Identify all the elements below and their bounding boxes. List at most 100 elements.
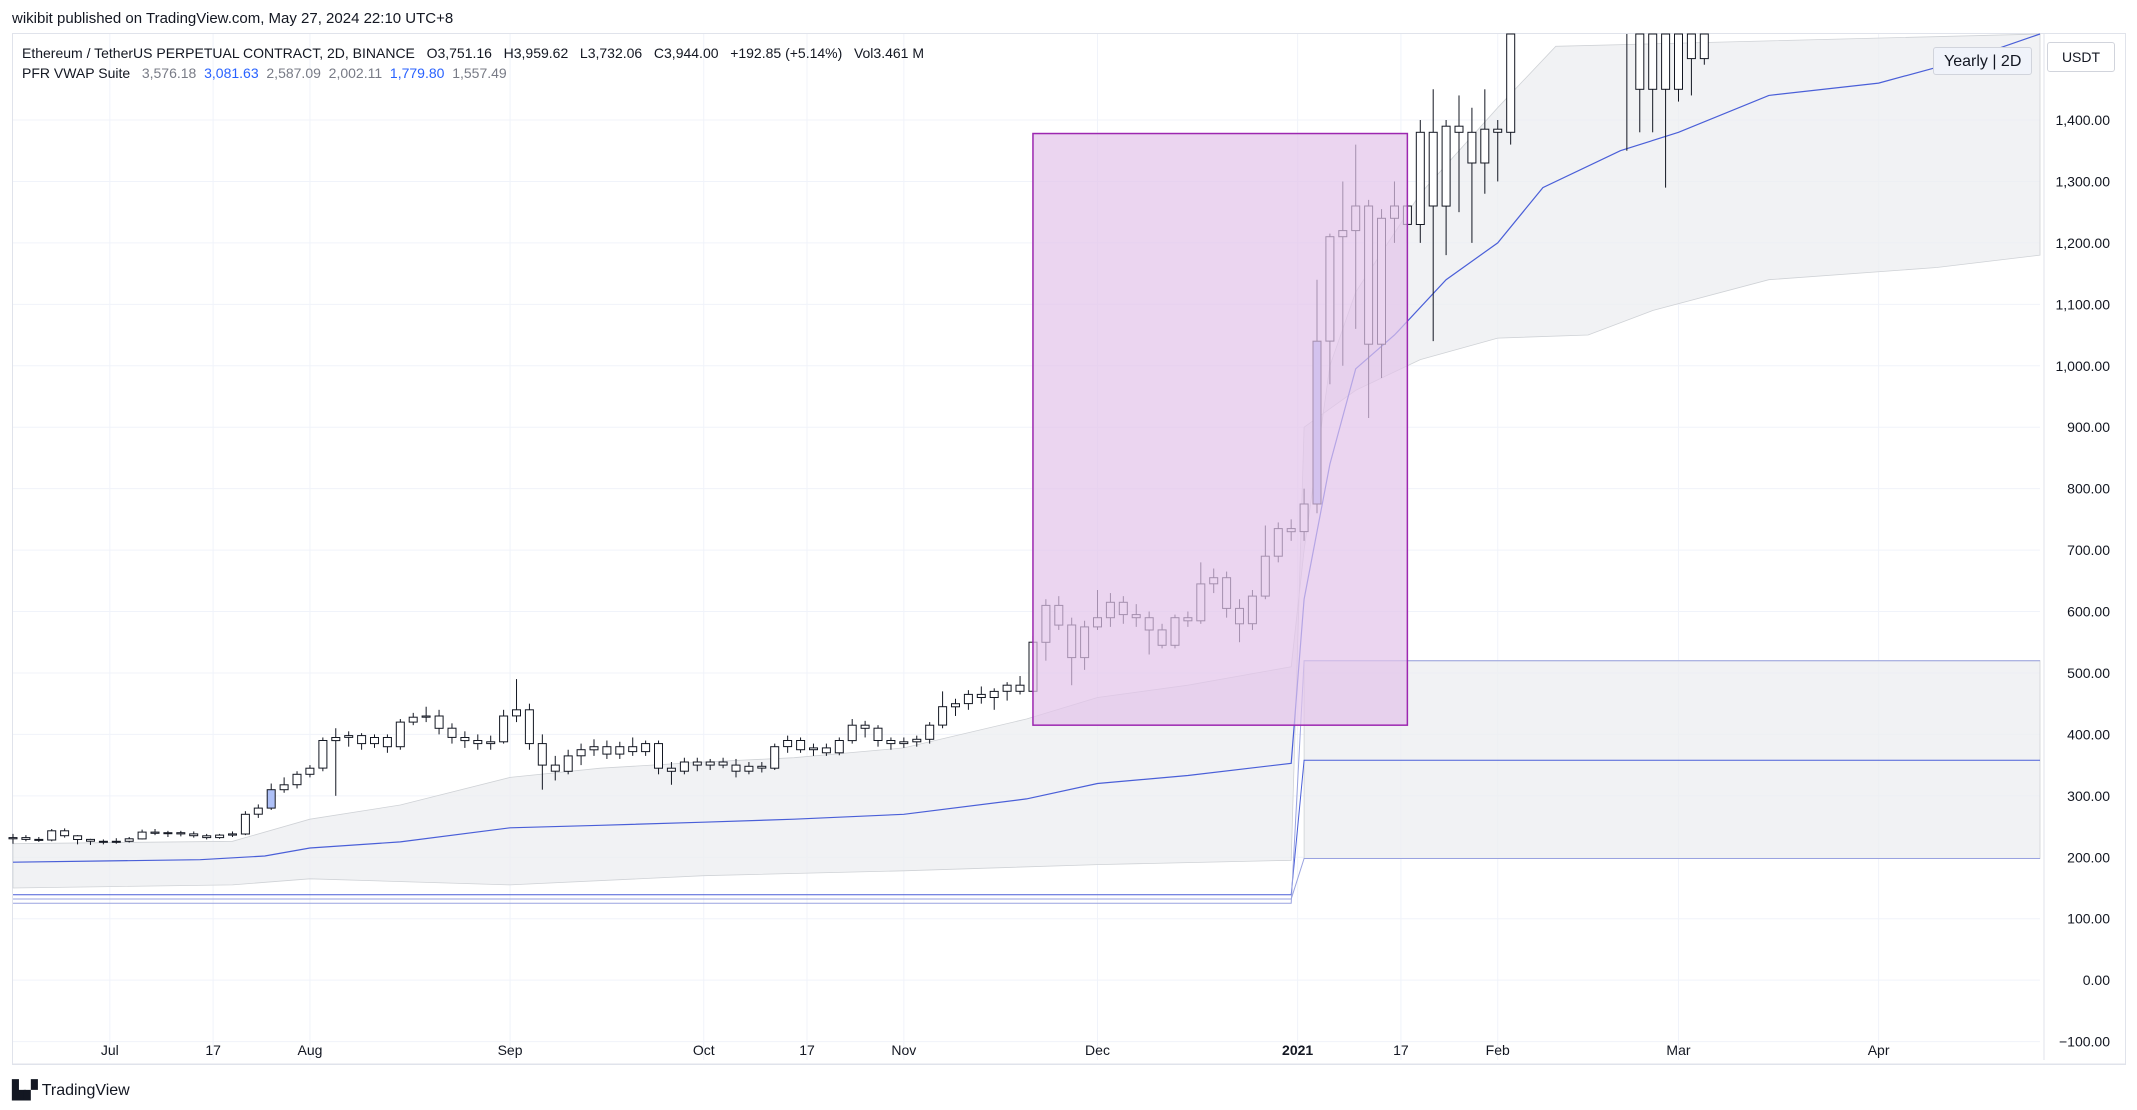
candle-69 <box>899 737 909 748</box>
candle-57 <box>744 762 754 775</box>
timeframe-mode-button[interactable]: Yearly | 2D <box>1933 47 2033 75</box>
candle-59 <box>770 743 780 771</box>
candle-44 <box>576 743 586 766</box>
y-tick-label-13: 1,200.00 <box>2056 235 2111 251</box>
candle-body-53 <box>692 761 702 766</box>
candle-body-50 <box>654 743 663 769</box>
candle-body-48 <box>628 746 638 753</box>
candle-119 <box>1635 33 1645 133</box>
candle-4 <box>60 828 70 838</box>
vwap-line-1 <box>13 759 2040 896</box>
candle-body-66 <box>860 724 870 729</box>
indicator-value-5: 1,779.80 <box>389 65 445 81</box>
candle-body-3 <box>47 830 57 841</box>
y-tick-label-5: 400.00 <box>2067 726 2110 742</box>
candle-11 <box>150 828 160 836</box>
candle-body-26 <box>344 735 354 738</box>
candle-body-78 <box>1015 684 1025 692</box>
indicator-name[interactable]: PFR VWAP Suite <box>22 65 131 81</box>
candle-64 <box>834 737 844 756</box>
y-tick-label-1: 0.00 <box>2083 972 2110 988</box>
currency-unit-button[interactable]: USDT <box>2047 42 2115 72</box>
candle-16 <box>215 833 225 839</box>
y-tick-label-2: 100.00 <box>2067 911 2110 927</box>
candle-body-36 <box>473 740 483 745</box>
candle-body-12 <box>163 832 173 835</box>
indicator-value-3: 2,587.09 <box>266 65 321 81</box>
candle-20 <box>266 783 276 810</box>
x-tick-label-12: Apr <box>1868 1042 1890 1058</box>
legend-high: 3,959.62 <box>513 45 569 61</box>
candle-body-116 <box>1506 33 1516 133</box>
candle-60 <box>783 735 793 753</box>
candle-body-4 <box>60 830 70 837</box>
candle-67 <box>873 725 883 747</box>
candle-23 <box>305 765 315 778</box>
candle-47 <box>615 741 625 759</box>
candle-72 <box>938 691 948 729</box>
candle-15 <box>202 833 212 840</box>
x-tick-label-10: Feb <box>1486 1042 1510 1058</box>
candle-body-39 <box>512 709 521 717</box>
candle-body-28 <box>370 737 379 745</box>
candle-55 <box>718 757 728 769</box>
x-tick-label-9: 17 <box>1393 1042 1409 1058</box>
x-tick-label-11: Mar <box>1666 1042 1690 1058</box>
candle-53 <box>692 757 702 772</box>
candle-49 <box>641 740 651 756</box>
candle-body-19 <box>253 807 263 815</box>
legend-open: 3,751.16 <box>437 45 492 61</box>
highlight-rectangle <box>1032 132 1409 726</box>
candle-111 <box>1441 120 1451 256</box>
vwap-lines <box>12 33 2041 904</box>
candle-body-51 <box>666 767 676 772</box>
x-tick-label-3: Sep <box>498 1042 523 1058</box>
x-tick-label-4: Oct <box>693 1042 715 1058</box>
candle-body-24 <box>318 740 328 769</box>
candle-body-121 <box>1661 33 1671 90</box>
candle-40 <box>524 703 534 750</box>
candle-body-22 <box>292 773 302 786</box>
candle-body-60 <box>783 740 793 748</box>
purple-zone-rectangle <box>1032 132 1409 726</box>
legend-change: +192.85 (+5.14%) <box>730 45 843 61</box>
candle-body-52 <box>679 761 689 772</box>
candle-body-123 <box>1686 33 1696 60</box>
legend-open-label: O <box>426 45 438 61</box>
tradingview-logo[interactable]: ▙▞ TradingView <box>12 1080 130 1101</box>
candle-body-38 <box>499 715 509 743</box>
candle-78 <box>1015 676 1025 695</box>
candle-body-16 <box>215 834 225 839</box>
candle-body-44 <box>576 749 586 757</box>
candle-41 <box>537 734 547 790</box>
candle-32 <box>421 706 431 723</box>
candle-body-43 <box>563 755 573 772</box>
candle-body-1 <box>21 837 31 840</box>
candle-70 <box>912 735 922 747</box>
candle-body-61 <box>796 740 806 751</box>
candle-18 <box>240 811 250 836</box>
candle-31 <box>408 712 418 726</box>
y-tick-label-11: 1,000.00 <box>2056 358 2111 374</box>
candle-21 <box>279 777 289 793</box>
vwap-line-2 <box>13 858 2040 900</box>
candle-body-5 <box>73 835 83 840</box>
y-tick-label-14: 1,300.00 <box>2056 173 2111 189</box>
candle-body-37 <box>486 741 496 745</box>
vwap-band-1 <box>1303 660 2041 859</box>
legend-symbol[interactable]: Ethereum / TetherUS PERPETUAL CONTRACT, … <box>22 45 415 61</box>
candle-body-111 <box>1441 125 1451 207</box>
candle-body-17 <box>228 833 237 836</box>
y-tick-label-3: 200.00 <box>2067 849 2110 865</box>
vwap-band-0 <box>12 33 2041 889</box>
candle-38 <box>499 709 509 744</box>
candle-body-32 <box>421 715 431 718</box>
candle-110 <box>1428 89 1438 342</box>
y-axis: −100.00 0.00 100.00 200.00 300.00 400.00 500.0… <box>2043 34 2111 1060</box>
candle-43 <box>563 749 573 775</box>
legend-volume-label: Vol <box>853 45 874 61</box>
candle-36 <box>473 734 483 750</box>
candle-123 <box>1686 33 1696 96</box>
tradingview-brand: TradingView <box>41 1081 130 1099</box>
